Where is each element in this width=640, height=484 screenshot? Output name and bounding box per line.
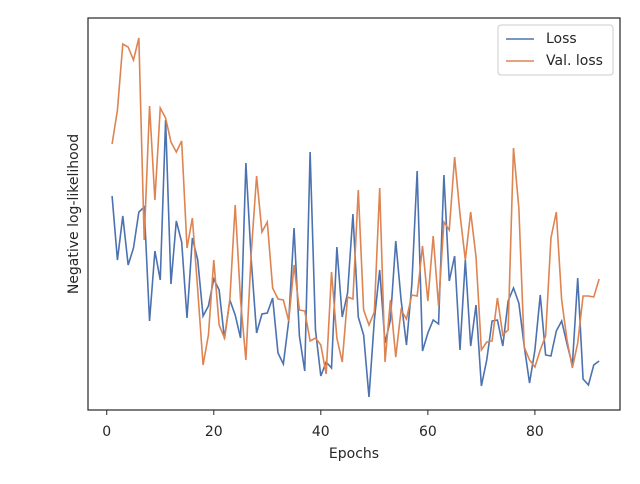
x-tick-label: 80 <box>526 424 544 440</box>
x-tick-label: 0 <box>102 424 111 440</box>
x-tick-label: 60 <box>419 424 437 440</box>
x-tick-label: 40 <box>312 424 330 440</box>
legend-label: Loss <box>546 31 577 47</box>
line-series <box>111 119 600 398</box>
x-tick-label: 20 <box>205 424 223 440</box>
legend-label: Val. loss <box>546 53 603 69</box>
y-axis-label: Negative log-likelihood <box>66 134 82 294</box>
legend-box <box>497 24 614 76</box>
x-axis-label: Epochs <box>329 446 379 462</box>
line-series <box>111 37 600 375</box>
plot-frame <box>87 17 621 411</box>
